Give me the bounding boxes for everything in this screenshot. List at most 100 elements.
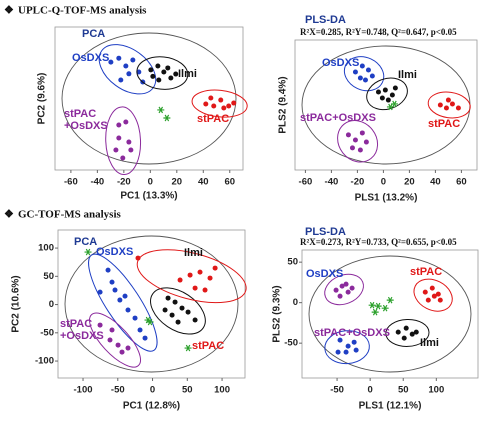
point	[185, 309, 191, 315]
group-ellipse	[191, 89, 248, 118]
y-tick-label: 0	[293, 297, 298, 308]
point	[345, 289, 351, 295]
point	[165, 295, 171, 301]
qc-point	[157, 106, 165, 114]
point	[395, 329, 401, 335]
point	[112, 287, 118, 293]
point	[445, 97, 451, 103]
point	[116, 135, 122, 141]
point	[202, 287, 208, 293]
x-tick-label: -60	[64, 177, 78, 188]
group-ellipse	[324, 330, 370, 365]
qc-point	[386, 296, 394, 304]
group-ellipse	[136, 249, 247, 304]
y-axis-label: PC2 (9.6%)	[37, 73, 48, 125]
point	[109, 327, 115, 333]
x-tick-label: 20	[404, 177, 415, 188]
point	[150, 73, 156, 79]
x-tick-label: 0	[150, 385, 155, 396]
point	[337, 293, 343, 299]
point	[437, 102, 443, 108]
point	[192, 317, 198, 323]
point	[161, 69, 167, 75]
point	[175, 319, 181, 325]
point	[392, 85, 398, 91]
point	[125, 307, 131, 313]
group-label: OsDXS	[72, 52, 110, 64]
point	[125, 345, 131, 351]
point	[365, 67, 371, 73]
bullet-icon: ❖	[4, 209, 14, 221]
point	[187, 272, 193, 278]
x-tick-label: 50	[398, 385, 409, 396]
point	[429, 285, 435, 291]
point	[422, 289, 428, 295]
point	[105, 267, 111, 273]
point	[156, 77, 162, 83]
point	[136, 69, 142, 75]
point	[113, 147, 119, 153]
point	[389, 92, 395, 98]
x-tick-label: -40	[90, 177, 104, 188]
x-tick-label: 60	[224, 177, 235, 188]
group-label: Ilmi	[398, 69, 417, 81]
point	[116, 122, 122, 128]
point	[425, 297, 431, 303]
point	[203, 101, 209, 107]
point	[335, 349, 341, 355]
panel-title: PLS-DA	[305, 14, 346, 26]
group-label: stPAC +OsDXS	[64, 108, 108, 132]
point	[115, 342, 121, 348]
group-label: Ilmi	[184, 247, 203, 259]
x-axis-label: PLS1 (13.2%)	[355, 193, 418, 204]
y-axis-label: PLS2 (9.4%)	[278, 76, 289, 133]
qc-point	[146, 318, 154, 326]
point	[349, 145, 355, 151]
point	[221, 105, 227, 111]
point	[353, 347, 359, 353]
group-label: OsDXS	[96, 246, 134, 258]
point	[132, 315, 138, 321]
point	[218, 97, 224, 103]
point	[437, 297, 443, 303]
x-tick-label: 60	[456, 177, 467, 188]
point	[337, 337, 343, 343]
group-ellipse	[343, 56, 385, 92]
point	[172, 299, 178, 305]
point	[379, 95, 385, 101]
point	[443, 105, 449, 111]
y-axis-label: PLS2 (9.3%)	[272, 285, 283, 342]
y-tick-label: -50	[40, 327, 54, 338]
panel-title: PCA	[74, 236, 97, 248]
point	[126, 71, 132, 77]
point	[97, 289, 103, 295]
qc-point	[390, 100, 398, 108]
stats-annotation: R²X=0.273, R²Y=0.733, Q²=0.655, p<0.05	[300, 237, 457, 247]
point	[122, 293, 128, 299]
point	[343, 281, 349, 287]
qc-point	[163, 114, 171, 122]
qc-point	[184, 344, 192, 352]
x-tick-label: -40	[325, 177, 339, 188]
point	[351, 339, 357, 345]
section-heading: GC-TOF-MS analysis	[18, 209, 122, 221]
point	[142, 335, 148, 341]
x-axis-label: PC1 (12.8%)	[123, 401, 180, 412]
group-label: stPAC +OsDXS	[60, 318, 104, 342]
group-ellipse	[324, 273, 364, 306]
point	[409, 331, 415, 337]
y-tick-label: 100	[38, 243, 54, 254]
x-axis-label: PLS1 (12.1%)	[359, 401, 422, 412]
point	[363, 139, 369, 145]
group-ellipse	[427, 91, 471, 119]
point	[435, 291, 441, 297]
point	[97, 322, 103, 328]
group-ellipse	[88, 253, 158, 352]
point	[130, 57, 136, 63]
point	[207, 275, 213, 281]
panel-title: PLS-DA	[305, 226, 346, 238]
group-label: stPAC	[192, 340, 225, 352]
point	[401, 335, 407, 341]
plot-frame	[294, 39, 478, 171]
